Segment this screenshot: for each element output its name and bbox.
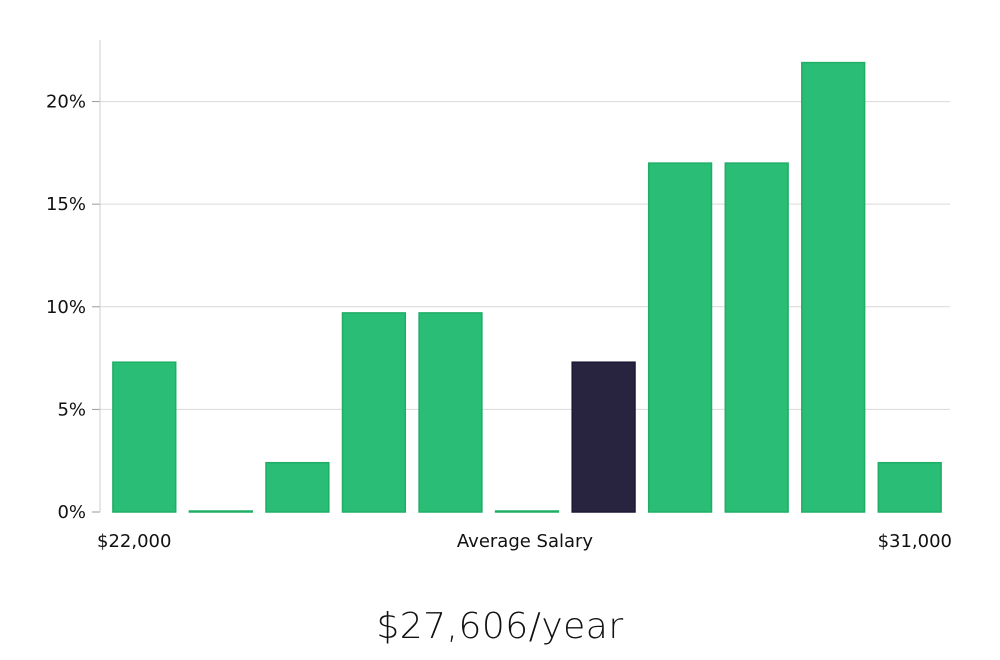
- bar: [647, 162, 713, 513]
- y-tick-label: 20%: [46, 92, 86, 113]
- y-tick-label: 0%: [57, 502, 86, 523]
- salary-histogram-plot: 0% 5% 10% 15% 20% $22,000 Average Salary $31…: [46, 40, 952, 552]
- y-tick-label: 10%: [46, 297, 86, 318]
- bar: [724, 162, 789, 513]
- x-start-label: $22,000: [97, 531, 171, 552]
- bar: [418, 312, 483, 513]
- y-tick-label: 5%: [57, 399, 86, 420]
- y-tick-labels: 0% 5% 10% 15% 20%: [46, 92, 86, 523]
- x-axis-labels: $22,000 Average Salary $31,000: [97, 531, 952, 552]
- x-end-label: $31,000: [878, 531, 952, 552]
- bar: [877, 461, 942, 513]
- bar: [112, 361, 177, 513]
- average-salary-value: $27,606/year: [376, 606, 624, 647]
- bar: [341, 312, 407, 513]
- bar: [801, 61, 866, 513]
- bar: [188, 510, 253, 513]
- bar-highlighted: [571, 361, 636, 513]
- bar: [494, 510, 560, 513]
- bar: [265, 461, 330, 513]
- bars: [112, 61, 942, 513]
- y-tick-label: 15%: [46, 194, 86, 215]
- x-axis-title: Average Salary: [457, 531, 594, 552]
